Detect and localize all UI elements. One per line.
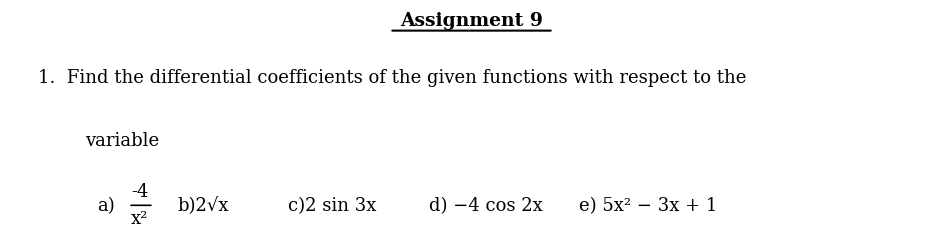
Text: b)2√x: b)2√x (177, 197, 229, 215)
Text: e) 5x² − 3x + 1: e) 5x² − 3x + 1 (579, 197, 718, 215)
Text: Assignment 9: Assignment 9 (400, 12, 543, 30)
Text: variable: variable (85, 132, 159, 150)
Text: -4: -4 (131, 183, 148, 201)
Text: c)2 sin 3x: c)2 sin 3x (288, 197, 376, 215)
Text: 1.  Find the differential coefficients of the given functions with respect to th: 1. Find the differential coefficients of… (38, 69, 746, 86)
Text: d) −4 cos 2x: d) −4 cos 2x (429, 197, 543, 215)
Text: x²: x² (131, 210, 148, 228)
Text: a): a) (97, 197, 115, 215)
